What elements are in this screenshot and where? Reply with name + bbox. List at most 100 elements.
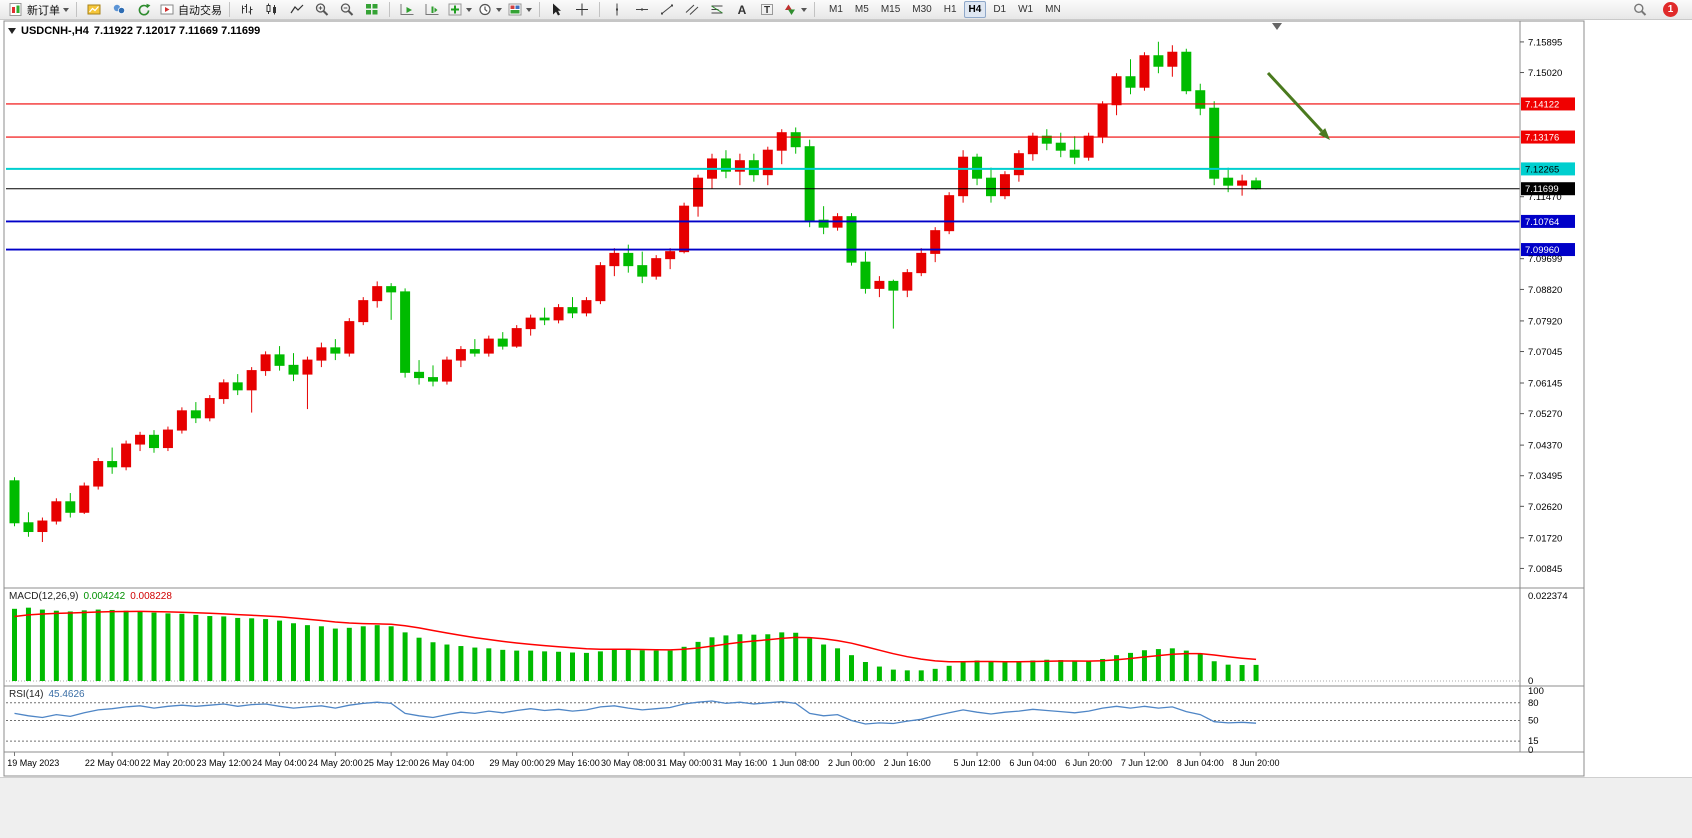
candle-body: [176, 410, 187, 431]
macd-bar: [1072, 661, 1078, 681]
candle-body: [497, 338, 508, 347]
candle-body: [274, 354, 285, 366]
candle-body: [107, 461, 118, 468]
horizontal-line-icon: [636, 8, 648, 11]
chart-candles-button[interactable]: [260, 1, 284, 19]
price-tick-label: 7.07920: [1528, 316, 1562, 327]
macd-bar: [388, 626, 394, 681]
rsi-scale-label: 80: [1528, 698, 1539, 709]
refresh-button[interactable]: [132, 1, 156, 19]
candle-body: [1027, 135, 1038, 155]
timeframe-button-H1[interactable]: H1: [943, 4, 957, 15]
candle-body: [316, 347, 327, 361]
profiles-button[interactable]: [107, 1, 131, 19]
price-tick-label: 7.02620: [1528, 502, 1562, 513]
chart-shift-marker[interactable]: [1272, 23, 1282, 30]
candle-body: [651, 258, 662, 277]
macd-bar: [1114, 655, 1120, 681]
trend-arrow-annotation[interactable]: [1266, 71, 1330, 140]
macd-bar: [444, 644, 450, 681]
autoscroll-button[interactable]: [395, 1, 419, 19]
timeframe-toolbar: M1 M5 M15 M30 H1 H4 D1 W1 MN: [824, 1, 1066, 18]
bars-chart-icon: [242, 4, 253, 15]
channel-icon: [685, 4, 699, 15]
candle-body: [246, 370, 257, 391]
candle-body: [1209, 107, 1220, 179]
macd-bar: [1183, 650, 1189, 681]
chart-line-button[interactable]: [285, 1, 309, 19]
timeframe-button-M5[interactable]: M5: [854, 4, 869, 15]
macd-bar: [542, 651, 548, 681]
candle-body: [818, 219, 829, 228]
macd-bar: [556, 651, 562, 681]
macd-bar: [751, 634, 757, 681]
timeframe-button-H4[interactable]: H4: [963, 1, 987, 18]
time-tick-label: 31 May 00:00: [657, 758, 712, 768]
new-chart-button[interactable]: [82, 1, 106, 19]
macd-bar: [918, 670, 924, 681]
chart-bars-button[interactable]: [235, 1, 259, 19]
candle-body: [874, 280, 885, 289]
timeframe-button-M15[interactable]: M15: [880, 4, 901, 15]
candle-body: [916, 252, 927, 274]
candle-body: [190, 410, 201, 419]
cursor-icon: [553, 3, 561, 16]
text-label-tool-button[interactable]: T: [755, 1, 779, 19]
zoom-in-button[interactable]: [310, 1, 334, 19]
candle-body: [804, 146, 815, 221]
candle-body: [748, 160, 759, 176]
new-order-label: 新订单: [27, 4, 60, 17]
trendline-tool-button[interactable]: [655, 1, 679, 19]
hline-tool-button[interactable]: [630, 1, 654, 19]
rsi-scale-label: 100: [1528, 686, 1544, 697]
periods-button[interactable]: [475, 1, 504, 19]
chevron-down-icon: [63, 7, 69, 12]
search-button[interactable]: [1628, 1, 1652, 19]
candle-body: [358, 300, 369, 323]
new-order-icon: [9, 3, 22, 16]
refresh-icon: [138, 3, 151, 16]
macd-bar: [1253, 664, 1259, 681]
macd-signal-line: [14, 610, 1257, 663]
one-click-trading-arrow[interactable]: [8, 28, 16, 34]
candle-body: [1195, 90, 1206, 109]
time-tick-label: 2 Jun 16:00: [884, 758, 931, 768]
crosshair-button[interactable]: [570, 1, 594, 19]
new-order-button[interactable]: 新订单: [6, 1, 71, 19]
vline-tool-button[interactable]: [605, 1, 629, 19]
fibonacci-tool-button[interactable]: [705, 1, 729, 19]
indicators-button[interactable]: [445, 1, 474, 19]
notification-badge[interactable]: 1: [1663, 2, 1678, 17]
candle-body: [386, 286, 397, 293]
chart-shift-button[interactable]: [420, 1, 444, 19]
candle-body: [679, 205, 690, 253]
price-tick-label: 7.06145: [1528, 379, 1562, 390]
timeframe-button-M30[interactable]: M30: [912, 4, 932, 15]
time-axis[interactable]: [14, 752, 1257, 756]
macd-bar: [346, 627, 352, 681]
timeframe-button-D1[interactable]: D1: [993, 4, 1007, 15]
macd-bar: [1086, 661, 1092, 681]
channel-tool-button[interactable]: [680, 1, 704, 19]
timeframe-button-MN[interactable]: MN: [1045, 4, 1061, 15]
timeframe-button-W1[interactable]: W1: [1018, 4, 1034, 15]
macd-bar: [876, 666, 882, 681]
text-icon: A: [738, 3, 747, 17]
timeframe-button-M1[interactable]: M1: [829, 4, 843, 15]
cursor-button[interactable]: [545, 1, 569, 19]
text-tool-button[interactable]: A: [730, 1, 754, 19]
autotrading-button[interactable]: 自动交易: [157, 1, 224, 19]
arrows-tool-button[interactable]: [780, 1, 809, 19]
indicators-icon: [448, 3, 462, 16]
chart-shift-icon: [425, 4, 439, 15]
macd-bar: [277, 620, 283, 681]
templates-button[interactable]: [505, 1, 534, 19]
macd-bar: [12, 608, 17, 681]
tile-windows-button[interactable]: [360, 1, 384, 19]
price-tick-label: 7.15895: [1528, 37, 1562, 48]
candle-body: [344, 321, 355, 354]
zoom-out-button[interactable]: [335, 1, 359, 19]
macd-bar: [486, 648, 492, 681]
macd-bar: [235, 617, 241, 681]
